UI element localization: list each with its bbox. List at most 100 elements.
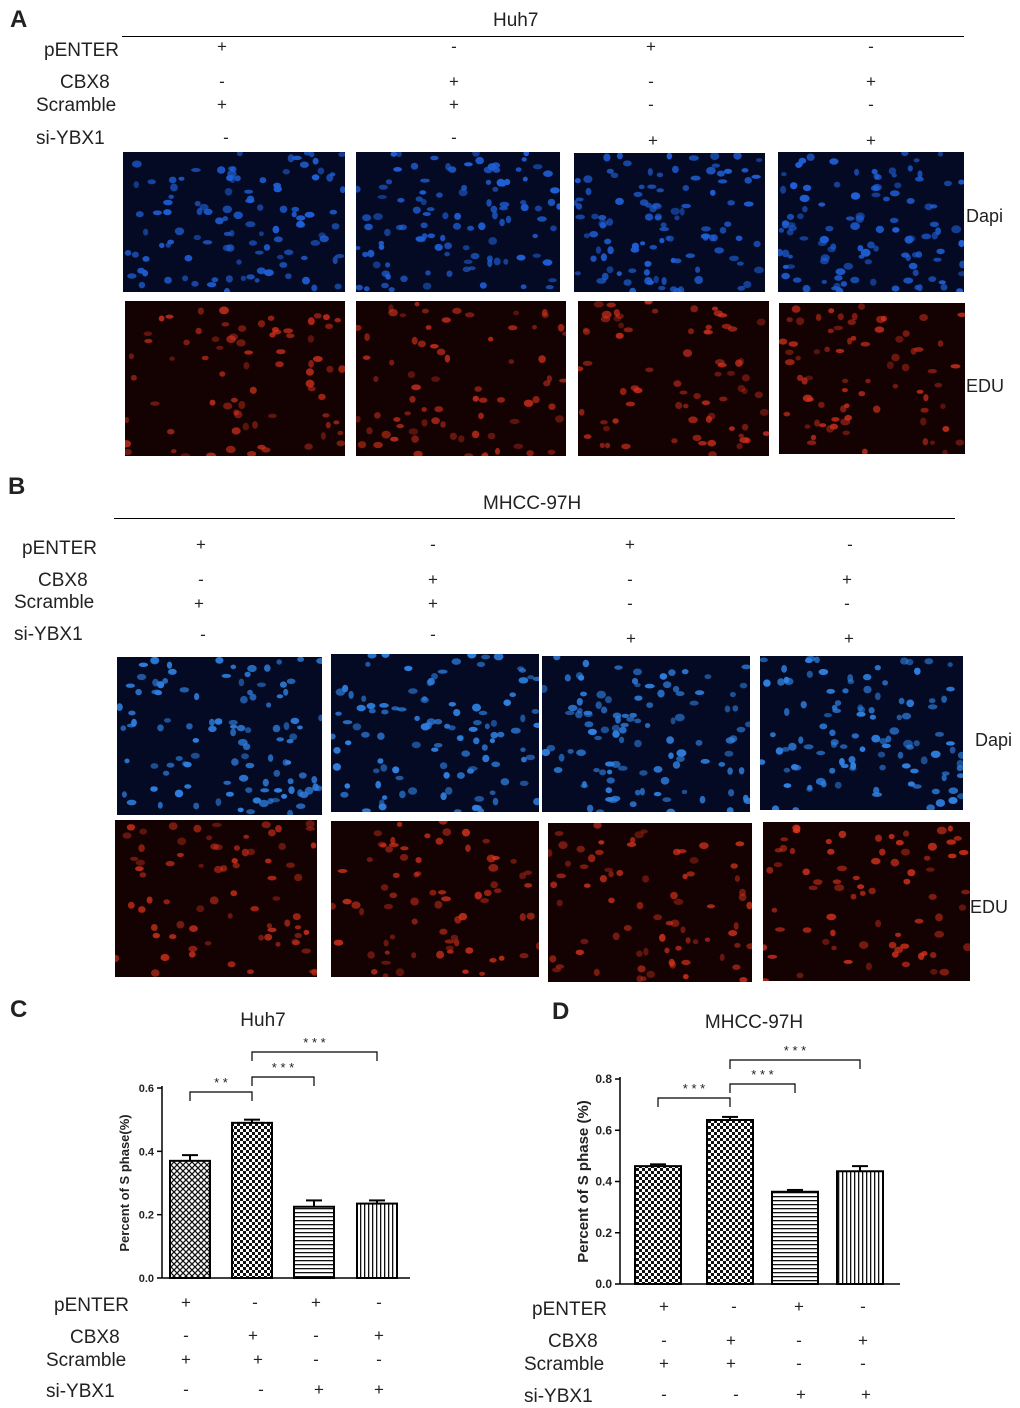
bar xyxy=(771,1190,819,1285)
edu-micrograph xyxy=(115,820,317,977)
sign-mark: + xyxy=(858,1331,868,1350)
sign-mark: - xyxy=(451,37,457,56)
sign-mark: - xyxy=(183,1326,189,1345)
sign-mark: - xyxy=(648,72,654,91)
significance-label: * * * xyxy=(683,1081,705,1096)
sign-mark: + xyxy=(861,1385,871,1404)
sign-mark: - xyxy=(313,1326,319,1345)
sign-mark: - xyxy=(252,1293,258,1312)
sign-mark: - xyxy=(796,1331,802,1350)
sign-mark: + xyxy=(311,1293,321,1312)
panel-b-row-label: pENTER xyxy=(22,538,97,559)
sign-mark: + xyxy=(194,594,204,613)
sign-mark: - xyxy=(430,625,436,644)
dapi-micrograph xyxy=(356,152,560,292)
chart-title: Huh7 xyxy=(240,1010,285,1031)
sign-mark: + xyxy=(248,1326,258,1345)
sign-mark: + xyxy=(428,570,438,589)
y-axis-label: Percent of S phase (%) xyxy=(575,1100,592,1263)
y-tick-label: 0.2 xyxy=(595,1226,612,1240)
panel-a-row-label: pENTER xyxy=(44,40,119,61)
channel-label-edu: EDU xyxy=(966,376,1005,396)
edu-micrograph xyxy=(578,301,769,456)
sign-mark: + xyxy=(374,1380,384,1399)
sign-mark: - xyxy=(376,1350,382,1369)
sign-mark: + xyxy=(866,131,876,150)
edu-micrograph xyxy=(763,822,970,981)
sign-mark: - xyxy=(796,1354,802,1373)
panel-c-row-label: Scramble xyxy=(46,1350,127,1371)
bar xyxy=(356,1202,398,1279)
panel-b-row-label: si-YBX1 xyxy=(14,624,83,645)
panel-b-title: MHCC-97H xyxy=(483,493,582,514)
sign-mark: + xyxy=(844,629,854,648)
y-tick-label: 0.6 xyxy=(595,1123,612,1137)
sign-mark: - xyxy=(731,1297,737,1316)
significance-bracket xyxy=(729,1059,861,1069)
y-tick-label: 0.6 xyxy=(139,1083,154,1095)
dapi-micrograph xyxy=(778,152,964,292)
bar xyxy=(706,1119,754,1285)
sign-mark: + xyxy=(626,629,636,648)
sign-mark: - xyxy=(258,1380,264,1399)
bar xyxy=(169,1159,211,1279)
sign-mark: - xyxy=(430,535,436,554)
significance-label: * * * xyxy=(303,1035,325,1050)
panel-d-row-label: CBX8 xyxy=(548,1331,598,1352)
sign-mark: - xyxy=(200,625,206,644)
panel-d-row-label: pENTER xyxy=(532,1299,607,1320)
y-axis-label: Percent of S phase(%) xyxy=(117,1114,132,1251)
panel-d-row-label: Scramble xyxy=(524,1354,605,1375)
bar xyxy=(231,1121,273,1280)
sign-mark: + xyxy=(659,1297,669,1316)
y-tick-label: 0.8 xyxy=(595,1072,612,1086)
channel-label-dapi: Dapi xyxy=(975,730,1013,750)
panel-c-row-label: CBX8 xyxy=(70,1327,120,1348)
sign-mark: + xyxy=(726,1331,736,1350)
sign-mark: - xyxy=(868,95,874,114)
y-tick-label: 0.0 xyxy=(595,1277,612,1291)
sign-mark: - xyxy=(847,535,853,554)
y-tick-label: 0.4 xyxy=(139,1146,155,1158)
sign-mark: - xyxy=(223,128,229,147)
panel-a-title: Huh7 xyxy=(493,10,539,31)
sign-mark: + xyxy=(181,1350,191,1369)
sign-mark: - xyxy=(451,128,457,147)
sign-mark: + xyxy=(794,1297,804,1316)
y-tick-label: 0.0 xyxy=(139,1273,154,1285)
sign-mark: + xyxy=(646,37,656,56)
chart-d: MHCC-97H Percent of S phase (%)0.0 0.2 0.4 0… xyxy=(575,1012,900,1291)
sign-mark: - xyxy=(627,594,633,613)
significance-bracket xyxy=(189,1091,253,1101)
panel-c-letter: C xyxy=(10,996,28,1023)
sign-mark: - xyxy=(648,95,654,114)
panel-b-row-label: CBX8 xyxy=(38,570,88,591)
significance-bracket xyxy=(251,1076,315,1086)
sign-mark: + xyxy=(217,95,227,114)
sign-mark: - xyxy=(860,1297,866,1316)
sign-mark: - xyxy=(313,1350,319,1369)
dapi-micrograph xyxy=(760,656,963,810)
sign-mark: - xyxy=(844,594,850,613)
significance-label: * * * xyxy=(272,1060,294,1075)
panel-a-row-label: CBX8 xyxy=(60,72,110,93)
edu-micrograph xyxy=(779,303,965,454)
significance-bracket xyxy=(251,1051,378,1061)
sign-mark: + xyxy=(181,1293,191,1312)
significance-label: * * xyxy=(214,1075,228,1090)
sign-mark: - xyxy=(661,1331,667,1350)
sign-mark: - xyxy=(219,72,225,91)
sign-mark: + xyxy=(796,1385,806,1404)
sign-mark: - xyxy=(860,1354,866,1373)
y-tick-label: 0.2 xyxy=(139,1210,154,1222)
edu-micrograph xyxy=(356,301,566,456)
channel-label-dapi: Dapi xyxy=(966,206,1004,226)
dapi-micrograph xyxy=(574,153,765,292)
sign-mark: - xyxy=(733,1385,739,1404)
sign-mark: + xyxy=(428,594,438,613)
bar xyxy=(836,1170,884,1285)
sign-mark: + xyxy=(449,95,459,114)
panel-a-row-label: si-YBX1 xyxy=(36,128,105,149)
panel-b-letter: B xyxy=(8,473,26,500)
sign-mark: + xyxy=(866,72,876,91)
